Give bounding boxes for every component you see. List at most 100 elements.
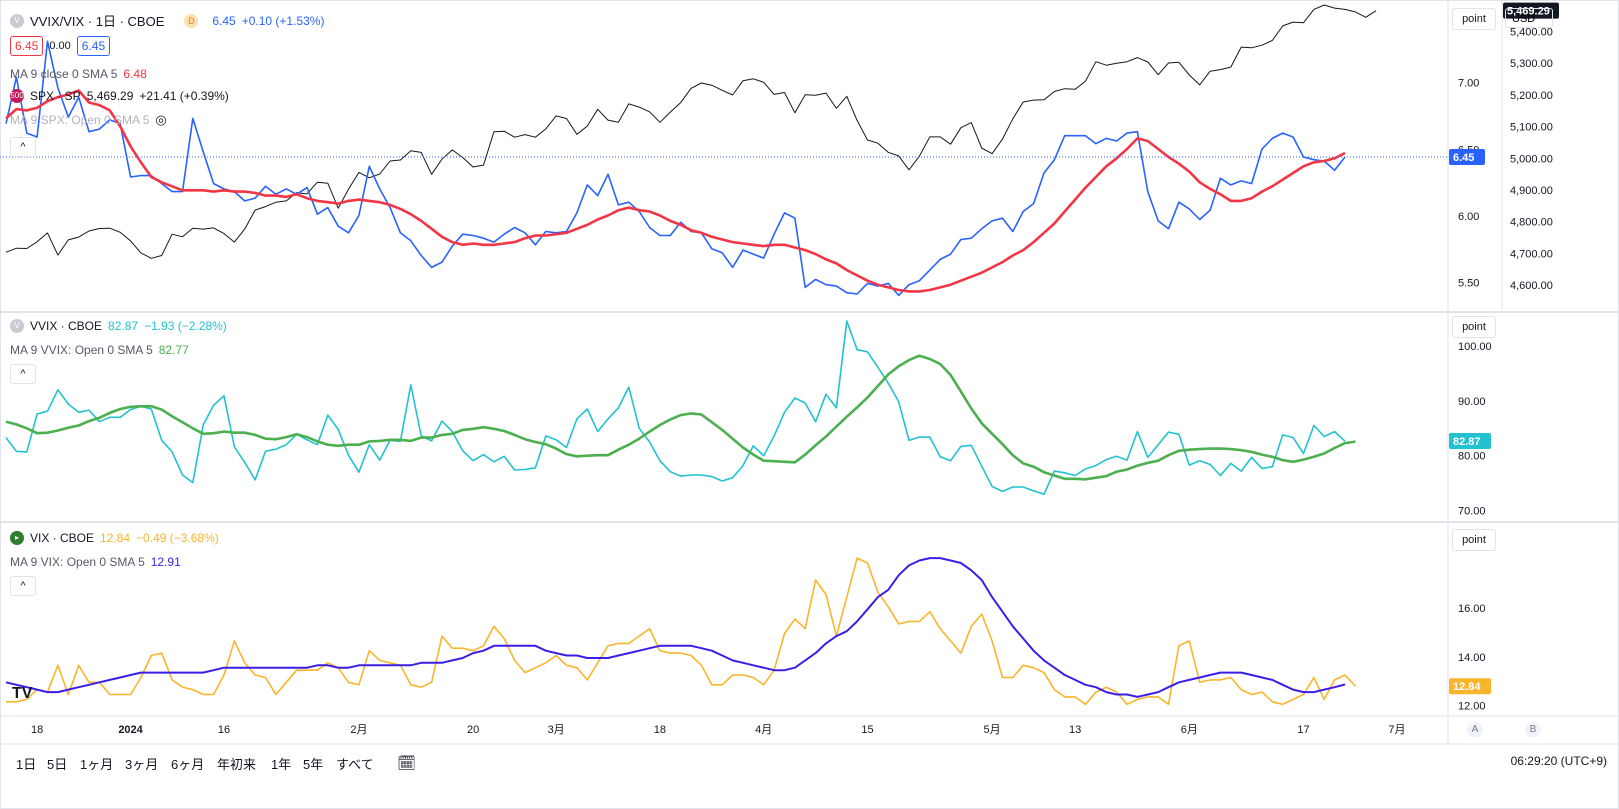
time-tick: 15	[861, 724, 873, 736]
bottom-toolbar: 1日 5日 1ヶ月 3ヶ月 6ヶ月 年初来 1年 5年 すべて 🗓 06:29:…	[0, 746, 1619, 776]
ratio-tick: 7.00	[1458, 78, 1479, 90]
spx-tick: 5,000.00	[1510, 153, 1553, 165]
collapse-button-2[interactable]: ^	[10, 364, 36, 384]
vvix-tick: 70.00	[1458, 506, 1486, 518]
vvix-tick: 80.00	[1458, 451, 1486, 463]
time-tick: 2月	[350, 724, 367, 736]
range-5y[interactable]: 5年	[303, 757, 324, 772]
vvix-ma-label: MA 9 VVIX: Open 0 SMA 5	[10, 343, 153, 357]
vix-tick: 16.00	[1458, 603, 1486, 615]
vvix-line[interactable]	[5, 320, 1346, 495]
spx-label: SPX · SP	[30, 89, 81, 103]
svg-text:82.87: 82.87	[1453, 436, 1481, 448]
vvix-ma-value: 82.77	[158, 343, 189, 357]
calendar-icon[interactable]: 🗓	[397, 755, 417, 772]
symbol-title[interactable]: VVIX/VIX · 1日 · CBOE	[30, 14, 165, 29]
pane-separators	[0, 0, 1619, 745]
ratio-line[interactable]	[5, 40, 1346, 297]
time-tick: 2024	[118, 724, 143, 736]
ratio-ma-legend[interactable]: MA 9 close 0 SMA 5 6.48	[10, 67, 147, 81]
vvix-ma-legend[interactable]: MA 9 VVIX: Open 0 SMA 5 82.77	[10, 343, 189, 357]
vix-ma-legend[interactable]: MA 9 VIX: Open 0 SMA 5 12.91	[10, 555, 181, 569]
range-ytd[interactable]: 年初来	[217, 757, 257, 772]
auto-scale-button[interactable]: A	[1467, 722, 1483, 738]
spx-tick: 4,800.00	[1510, 217, 1553, 229]
vix-last-tag: 12.84	[1449, 678, 1491, 695]
ratio-tick: 5.50	[1458, 277, 1479, 289]
vvix-logo-icon: V	[10, 319, 24, 333]
time-tick: 16	[218, 724, 230, 736]
spx-tick: 5,200.00	[1510, 90, 1553, 102]
spx-tick: 4,600.00	[1510, 280, 1553, 292]
spx-value: 5,469.29	[86, 89, 134, 103]
vvix-tick: 90.00	[1458, 396, 1486, 408]
range-5d[interactable]: 5日	[47, 757, 68, 772]
price-tags: 6.45 5,469.29 82.87 12.84	[1449, 2, 1559, 695]
bid-box[interactable]: 6.45	[10, 36, 44, 56]
ratio-ma-label: MA 9 close 0 SMA 5	[10, 67, 118, 81]
time-tick: 5月	[984, 724, 1001, 736]
range-3m[interactable]: 3ヶ月	[125, 757, 159, 772]
ratio-ma-line[interactable]	[5, 89, 1346, 293]
spx-tick: 5,100.00	[1510, 122, 1553, 134]
time-tick: 6月	[1181, 724, 1198, 736]
bid-ask-row: 6.45 0.00 6.45	[10, 36, 111, 56]
vix-tick: 14.00	[1458, 652, 1486, 664]
range-1y[interactable]: 1年	[271, 757, 292, 772]
axis-ticks: 7.507.006.506.005.505,400.005,300.005,20…	[31, 11, 1553, 736]
spx-ma-legend[interactable]: MA 9 SPX: Open 0 SMA 5 ◎	[10, 112, 167, 128]
log-scale-button[interactable]: B	[1525, 722, 1541, 738]
collapse-button[interactable]: ^	[10, 137, 36, 157]
range-all[interactable]: すべて	[336, 757, 374, 772]
vix-tick: 12.00	[1458, 701, 1486, 713]
time-tick: 13	[1069, 724, 1081, 736]
time-tick: 17	[1297, 724, 1309, 736]
collapse-button-3[interactable]: ^	[10, 576, 36, 596]
ratio-ma-value: 6.48	[123, 67, 147, 81]
currency-button[interactable]: USD	[1505, 8, 1553, 28]
vix-ma-line[interactable]	[5, 557, 1346, 698]
vix-ma-label: MA 9 VIX: Open 0 SMA 5	[10, 555, 145, 569]
main-legend: V VVIX/VIX · 1日 · CBOE D 6.45 +0.10 (+1.…	[10, 11, 324, 30]
time-tick: 7月	[1388, 724, 1405, 736]
point-button-3[interactable]: point	[1452, 529, 1496, 551]
time-tick: 4月	[755, 724, 772, 736]
hidden-eye-icon[interactable]: ◎	[155, 112, 167, 127]
spx-line[interactable]	[5, 4, 1377, 259]
ask-box[interactable]: 6.45	[76, 36, 111, 56]
symbol-logo-icon: V	[10, 13, 24, 28]
range-1d[interactable]: 1日	[16, 757, 37, 772]
clock: 06:29:20 (UTC+9)	[1510, 754, 1607, 768]
last-change: +0.10 (+1.53%)	[241, 13, 325, 28]
interval-badge: D	[184, 13, 199, 28]
tradingview-logo-icon[interactable]: TV	[12, 685, 33, 702]
time-tick: 18	[654, 724, 666, 736]
spx-legend[interactable]: 500 SPX · SP 5,469.29 +21.41 (+0.39%)	[10, 89, 229, 103]
time-tick: 18	[31, 724, 43, 736]
spx-tick: 4,700.00	[1510, 248, 1553, 260]
vix-title: VIX · CBOE	[30, 531, 95, 545]
vix-change: −0.49 (−3.68%)	[136, 531, 219, 545]
time-tick: 3月	[548, 724, 565, 736]
vix-ma-value: 12.91	[150, 555, 181, 569]
vix-logo-icon: ▸	[10, 531, 24, 545]
vvix-ma-line[interactable]	[5, 354, 1356, 481]
vix-legend[interactable]: ▸ VIX · CBOE 12.84 −0.49 (−3.68%)	[10, 531, 219, 545]
range-1m[interactable]: 1ヶ月	[80, 757, 114, 772]
svg-text:5,469.29: 5,469.29	[1507, 5, 1550, 17]
spx-logo-icon: 500	[10, 89, 24, 103]
spx-last-tag: 5,469.29	[1503, 2, 1559, 19]
vix-line[interactable]	[6, 557, 1356, 706]
spread-value: 0.00	[49, 40, 71, 52]
range-6m[interactable]: 6ヶ月	[171, 757, 205, 772]
point-button-1[interactable]: point	[1452, 8, 1496, 30]
spx-ma-label: MA 9 SPX: Open 0 SMA 5	[10, 113, 150, 127]
point-button-2[interactable]: point	[1452, 316, 1496, 338]
spx-tick: 5,400.00	[1510, 26, 1553, 38]
last-value: 6.45	[212, 13, 236, 28]
spx-tick: 4,900.00	[1510, 185, 1553, 197]
vvix-last-tag: 82.87	[1449, 433, 1491, 450]
vvix-legend[interactable]: V VVIX · CBOE 82.87 −1.93 (−2.28%)	[10, 319, 227, 333]
svg-text:6.45: 6.45	[1453, 152, 1474, 164]
